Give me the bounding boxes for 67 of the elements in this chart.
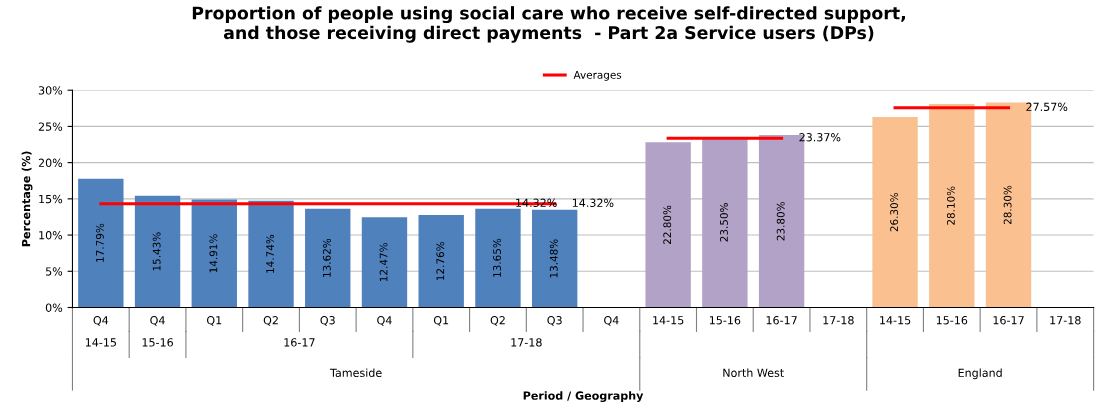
data-label: 13.65% [493, 238, 501, 277]
data-label: 14.74% [266, 234, 275, 273]
legend-label: Averages [573, 71, 622, 81]
text: 14-15 [85, 338, 117, 347]
bar [78, 178, 124, 308]
bar [361, 217, 408, 308]
x-tick-label: Q4 [604, 316, 619, 326]
bar [702, 137, 748, 308]
x-tick-label: Q3 [320, 316, 335, 326]
data-label: 26.30% [890, 192, 899, 232]
bar [645, 142, 691, 308]
bar [929, 103, 975, 308]
bar [475, 208, 521, 308]
x-tick-label: Q4 [377, 316, 392, 326]
x-tick-label: Q2 [490, 316, 505, 326]
data-label: 12.47% [379, 243, 388, 282]
y-tick-label: 20% [38, 158, 63, 168]
data-label: 17.79% [95, 223, 104, 262]
bar [872, 117, 918, 308]
bar [191, 199, 237, 308]
x-tick-label: Q2 [263, 316, 278, 326]
bar [418, 215, 464, 308]
text: Tameside [329, 368, 382, 377]
x-tick-label: Q1 [433, 316, 449, 326]
text: 15-16 [142, 338, 174, 347]
data-label: 12.76% [436, 242, 445, 280]
bar [134, 195, 181, 308]
x-tick-label: 16-17 [766, 316, 797, 325]
x-tick-label: 15-16 [936, 316, 968, 325]
bar [305, 208, 351, 308]
bar [531, 209, 578, 308]
x-tick-label: 14-15 [653, 316, 684, 325]
data-label: 14.32% [572, 198, 614, 207]
y-tick-label: 5% [45, 267, 63, 276]
data-label: 15.43% [152, 232, 161, 271]
x-tick-label: 16-17 [993, 316, 1024, 325]
y-tick-label: 10% [39, 231, 63, 240]
x-tick-label: 14-15 [880, 316, 911, 325]
data-label: 27.57% [1026, 102, 1068, 112]
y-tick-label: 15% [39, 194, 63, 204]
y-tick-label: 30% [38, 86, 63, 95]
data-label: 23.50% [720, 203, 728, 242]
x-tick-label: 17-18 [823, 316, 854, 325]
x-tick-label: Q1 [207, 316, 222, 326]
x-tick-label: 15-16 [709, 316, 741, 325]
data-label: 22.80% [663, 205, 672, 245]
x-tick-label: Q4 [93, 316, 109, 326]
bar [248, 200, 294, 308]
x-tick-label: Q4 [150, 316, 165, 326]
data-label: 23.80% [776, 202, 785, 241]
data-label: 13.48% [549, 239, 558, 278]
text: North West [723, 368, 784, 377]
text: 16-17 [284, 338, 315, 347]
chart-title: Proportion of people using social care who receive self-directed support, and those receiving direct payments - Part 2a Service users (DPs) [192, 6, 905, 43]
data-label: 23.37% [799, 133, 841, 142]
x-tick-label: 17-18 [1050, 316, 1081, 325]
data-label: 13.62% [322, 238, 331, 277]
x-tick-label: Q3 [547, 316, 562, 326]
y-tick-label: 25% [38, 122, 63, 131]
data-label: 28.10% [946, 186, 955, 225]
data-label: 14.91% [209, 234, 218, 273]
data-label: 28.30% [1003, 185, 1012, 225]
text: Period / Geography [523, 391, 644, 403]
text: England [958, 368, 1002, 380]
text: 17-18 [511, 338, 542, 347]
y-tick-label: 0% [45, 303, 63, 312]
y-axis-title: Percentage (%) [21, 151, 33, 247]
